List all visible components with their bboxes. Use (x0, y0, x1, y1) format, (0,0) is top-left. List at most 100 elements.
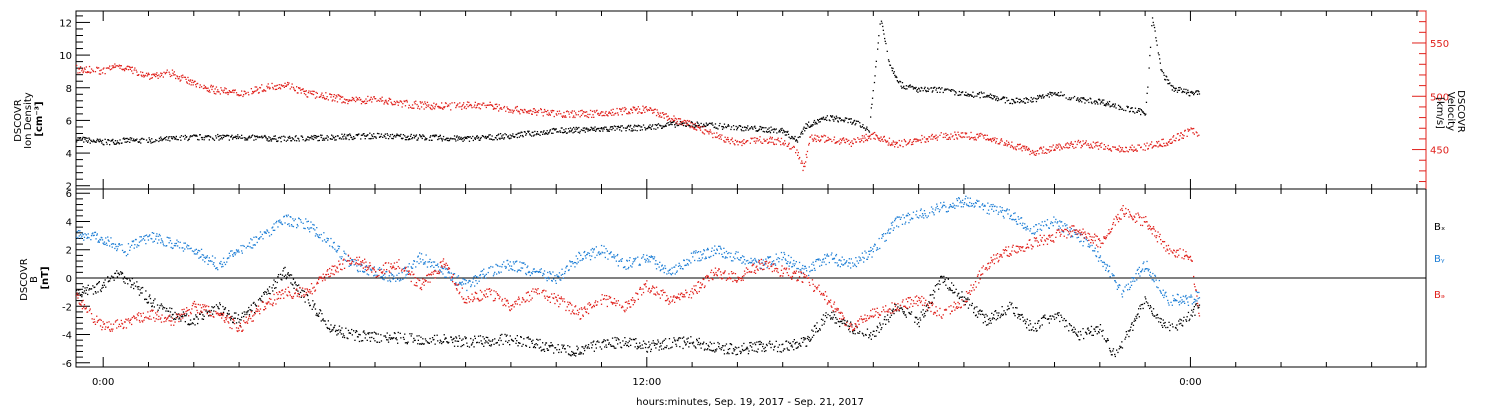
data-point (679, 337, 682, 339)
data-point (189, 80, 191, 82)
data-point (1178, 87, 1180, 89)
data-point (596, 341, 598, 343)
data-point (473, 346, 475, 348)
data-point (663, 125, 665, 128)
data-point (1157, 52, 1159, 54)
data-point (266, 138, 269, 140)
data-point (301, 136, 304, 138)
data-point (578, 110, 580, 113)
data-point (358, 340, 361, 343)
data-point (283, 267, 285, 270)
data-point (394, 103, 396, 106)
data-point (224, 87, 226, 89)
data-point (230, 91, 232, 93)
data-point (659, 114, 661, 117)
data-point (934, 291, 936, 293)
data-point (708, 345, 710, 348)
data-point (487, 336, 489, 339)
data-point (963, 300, 965, 302)
data-point (201, 138, 203, 141)
data-point (969, 138, 971, 140)
data-point (81, 138, 84, 140)
data-point (1017, 317, 1019, 319)
data-point (142, 74, 144, 76)
data-point (100, 140, 102, 143)
data-point (92, 293, 95, 295)
data-point (1071, 143, 1073, 145)
data-point (307, 227, 309, 229)
data-point (482, 102, 484, 104)
data-point (366, 100, 368, 102)
data-point (719, 347, 721, 350)
data-point (591, 344, 594, 346)
data-point (440, 107, 442, 109)
data-point (794, 135, 796, 138)
data-point (435, 134, 438, 136)
data-point (990, 322, 992, 324)
data-point (215, 267, 217, 270)
data-point (486, 341, 488, 343)
data-point (535, 343, 537, 345)
data-point (335, 329, 337, 331)
data-point (334, 97, 337, 99)
data-point (97, 138, 99, 141)
data-point (942, 281, 944, 284)
data-point (989, 320, 992, 322)
data-point (1174, 326, 1177, 329)
data-point (123, 137, 125, 139)
data-point (99, 70, 101, 72)
data-point (584, 346, 586, 348)
data-point (853, 119, 856, 122)
data-point (142, 286, 144, 289)
data-point (246, 311, 249, 313)
data-point (910, 313, 912, 315)
data-point (889, 316, 891, 318)
data-point (266, 87, 269, 89)
data-point (219, 263, 221, 265)
data-point (265, 291, 267, 293)
data-point (188, 79, 190, 81)
data-point (985, 324, 988, 326)
data-point (210, 136, 212, 138)
data-point (108, 240, 110, 242)
data-point (971, 95, 973, 97)
data-point (239, 94, 241, 96)
data-point (508, 137, 510, 139)
data-point (131, 70, 133, 72)
data-point (1097, 103, 1099, 105)
data-point (1105, 341, 1107, 343)
data-point (585, 115, 587, 117)
data-point (110, 68, 113, 70)
data-point (808, 144, 810, 146)
data-point (899, 307, 901, 309)
data-point (1145, 101, 1148, 103)
data-point (513, 136, 515, 138)
data-point (776, 350, 779, 353)
data-point (1173, 135, 1175, 137)
data-point (470, 344, 473, 346)
data-point (338, 137, 341, 140)
data-point (387, 134, 389, 136)
data-point (749, 127, 751, 129)
data-point (119, 139, 121, 141)
data-point (1015, 307, 1017, 309)
data-point (501, 333, 503, 336)
data-point (859, 125, 861, 127)
data-point (647, 127, 649, 129)
data-point (1041, 95, 1043, 97)
data-point (167, 237, 170, 239)
data-point (874, 75, 876, 77)
data-point (566, 110, 568, 112)
data-point (151, 74, 153, 76)
data-point (996, 96, 998, 98)
data-point (856, 326, 858, 329)
data-point (844, 319, 846, 322)
data-point (286, 84, 288, 86)
data-point (870, 133, 872, 136)
data-point (85, 292, 87, 294)
data-point (315, 233, 317, 235)
data-point (624, 343, 627, 345)
data-point (232, 137, 234, 139)
data-point (985, 313, 987, 316)
data-point (1084, 102, 1086, 104)
